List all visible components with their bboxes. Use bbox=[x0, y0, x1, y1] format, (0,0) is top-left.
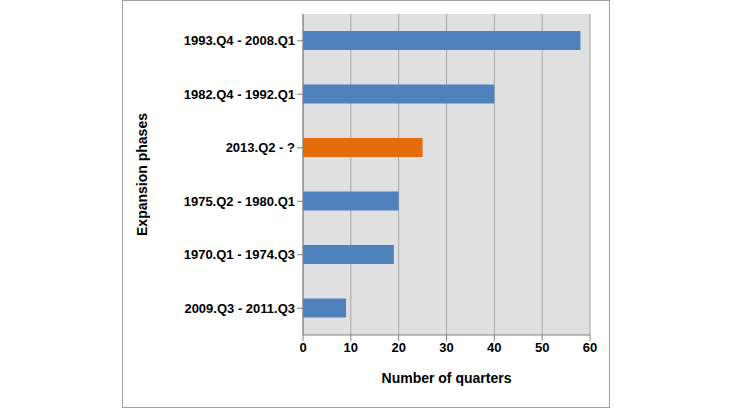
svg-text:30: 30 bbox=[439, 340, 453, 355]
svg-text:Expansion phases: Expansion phases bbox=[134, 113, 150, 236]
svg-text:20: 20 bbox=[391, 340, 405, 355]
svg-text:60: 60 bbox=[583, 340, 597, 355]
svg-text:40: 40 bbox=[487, 340, 501, 355]
svg-text:10: 10 bbox=[344, 340, 358, 355]
svg-text:2013.Q2 - ?: 2013.Q2 - ? bbox=[226, 140, 295, 155]
svg-text:1975.Q2 - 1980.Q1: 1975.Q2 - 1980.Q1 bbox=[184, 194, 295, 209]
svg-text:50: 50 bbox=[535, 340, 549, 355]
svg-text:1982.Q4 - 1992.Q1: 1982.Q4 - 1992.Q1 bbox=[184, 87, 295, 102]
svg-text:1970.Q1 - 1974.Q3: 1970.Q1 - 1974.Q3 bbox=[184, 247, 295, 262]
svg-text:1993.Q4 - 2008.Q1: 1993.Q4 - 2008.Q1 bbox=[184, 33, 295, 48]
svg-text:Number of quarters: Number of quarters bbox=[382, 370, 512, 386]
svg-text:2009.Q3 - 2011.Q3: 2009.Q3 - 2011.Q3 bbox=[184, 301, 295, 316]
svg-text:0: 0 bbox=[299, 340, 306, 355]
